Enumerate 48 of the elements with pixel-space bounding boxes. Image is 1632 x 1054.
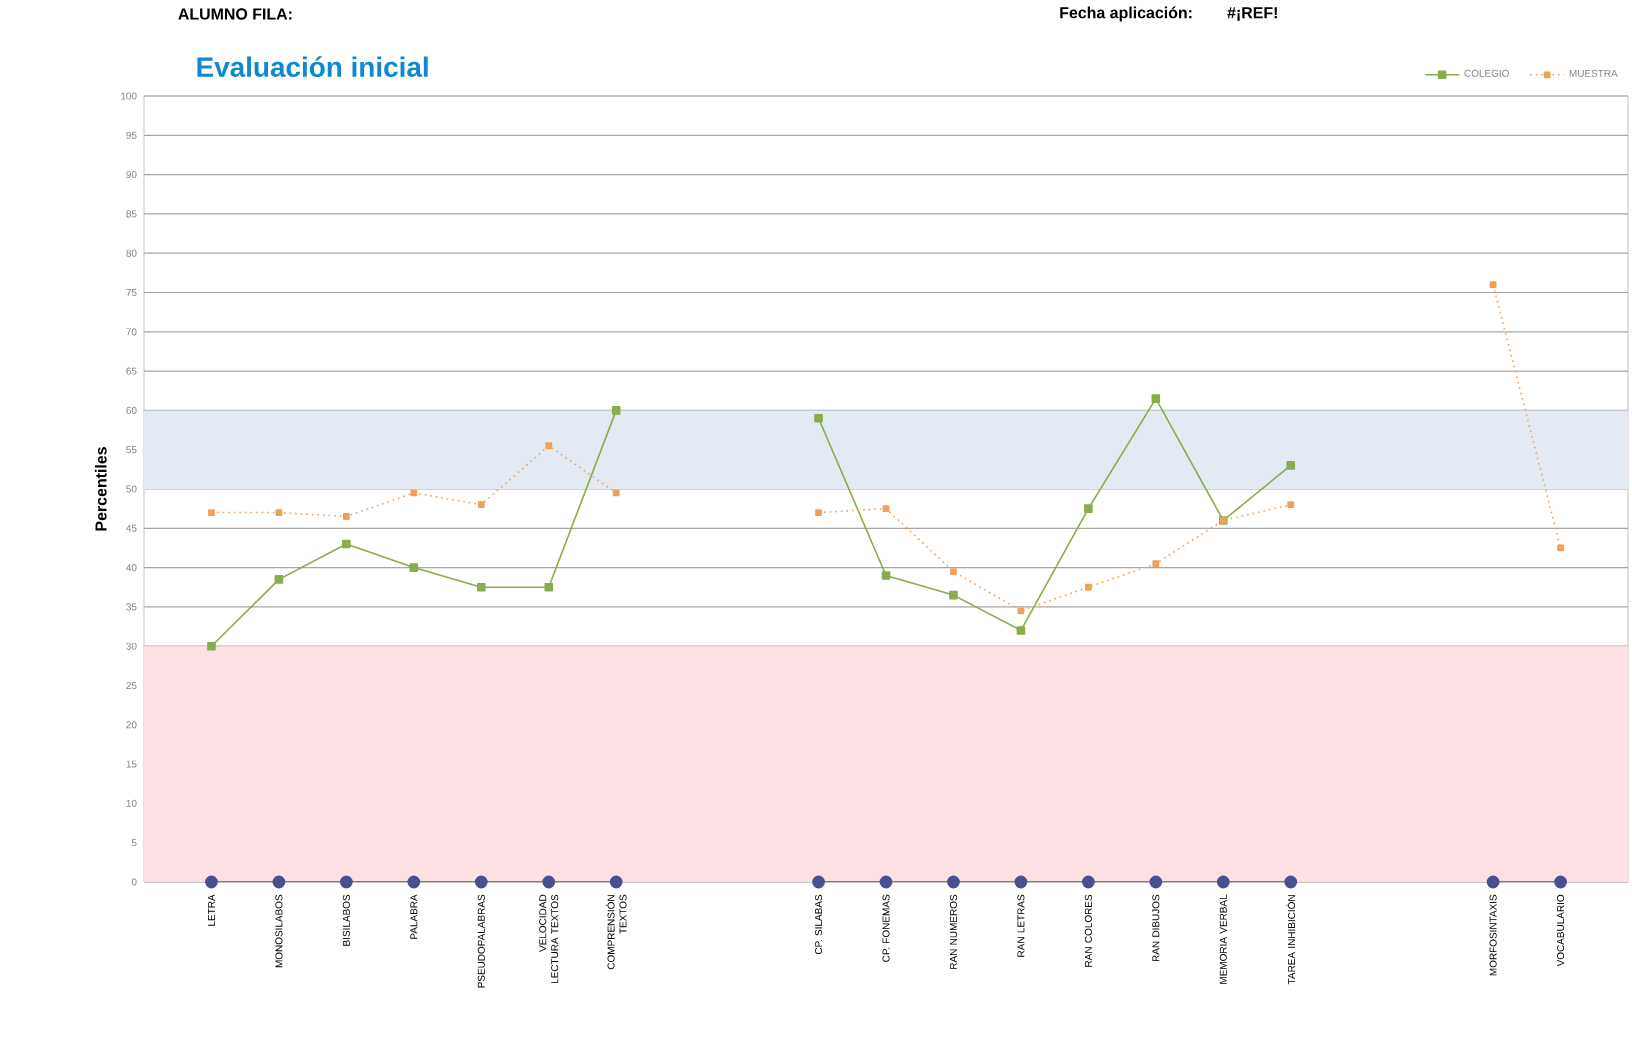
point bbox=[474, 875, 488, 889]
point bbox=[611, 406, 621, 415]
point bbox=[339, 875, 353, 889]
point bbox=[1284, 875, 1298, 889]
point bbox=[208, 509, 215, 516]
point bbox=[1149, 875, 1163, 889]
point bbox=[812, 875, 825, 889]
point bbox=[950, 568, 957, 575]
point bbox=[545, 442, 553, 450]
point bbox=[815, 509, 822, 516]
point bbox=[609, 875, 623, 889]
point bbox=[881, 571, 891, 580]
point bbox=[1486, 875, 1500, 889]
point bbox=[407, 875, 421, 889]
point bbox=[1084, 504, 1093, 513]
point bbox=[814, 413, 823, 423]
point bbox=[409, 563, 419, 572]
point bbox=[612, 489, 620, 497]
point bbox=[477, 501, 485, 509]
point bbox=[342, 539, 351, 549]
point bbox=[1151, 394, 1161, 403]
point bbox=[879, 875, 893, 889]
point bbox=[410, 489, 418, 497]
chart-title: Evaluación inicial bbox=[197, 56, 428, 77]
point bbox=[207, 641, 216, 651]
point bbox=[1016, 626, 1026, 635]
point bbox=[947, 875, 960, 889]
point bbox=[1216, 875, 1230, 889]
point bbox=[1152, 560, 1160, 568]
point bbox=[1286, 461, 1296, 470]
point bbox=[1084, 583, 1092, 591]
point bbox=[1287, 501, 1295, 509]
point bbox=[1014, 875, 1028, 889]
point bbox=[1489, 281, 1497, 289]
point bbox=[1082, 875, 1095, 889]
point bbox=[272, 875, 286, 889]
point bbox=[544, 582, 554, 592]
point bbox=[1554, 875, 1567, 889]
point bbox=[542, 875, 556, 889]
point bbox=[1017, 607, 1025, 615]
point bbox=[476, 582, 486, 592]
point bbox=[205, 875, 218, 889]
point bbox=[882, 505, 890, 513]
point bbox=[274, 575, 284, 584]
point bbox=[275, 509, 283, 516]
point bbox=[949, 590, 958, 600]
point bbox=[1557, 544, 1564, 552]
point bbox=[342, 513, 350, 520]
